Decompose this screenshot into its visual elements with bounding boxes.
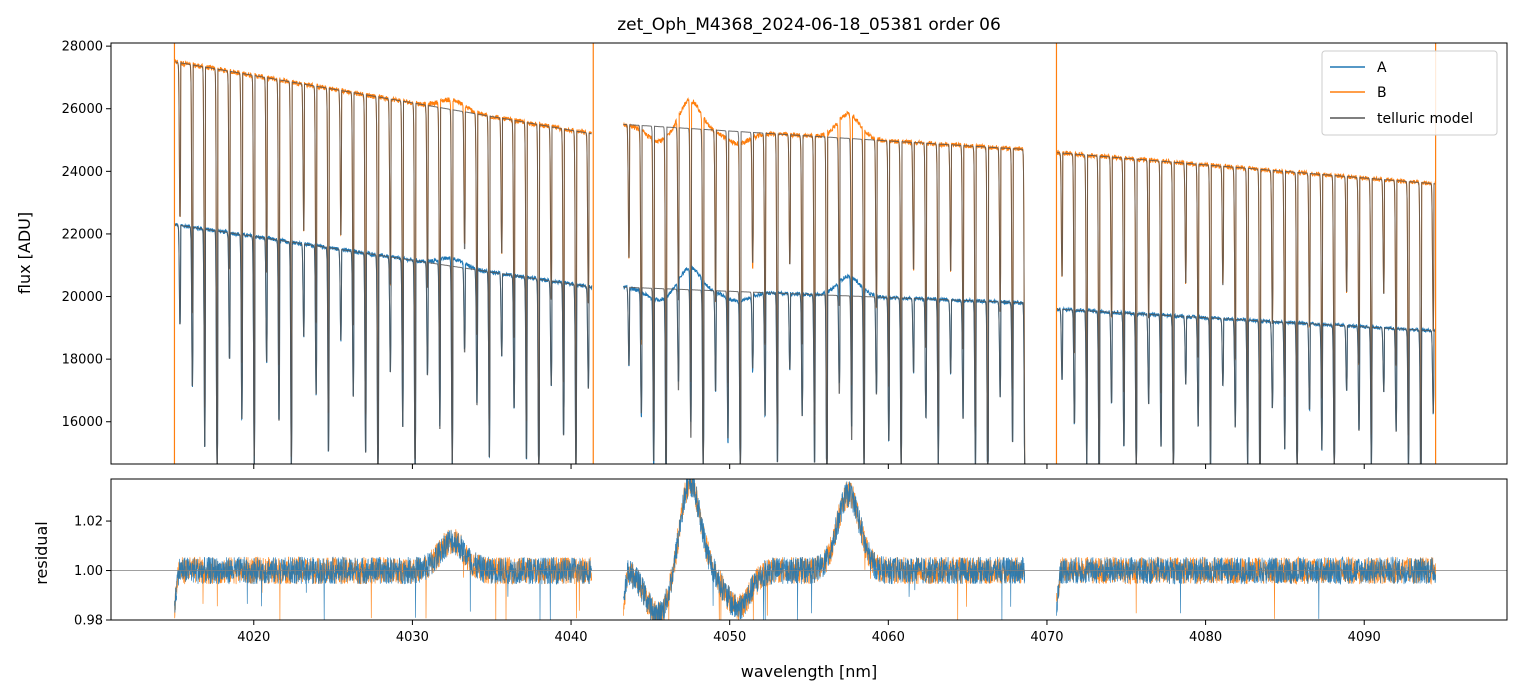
residual-series-group	[174, 478, 1436, 621]
residual-y-tick-label: 1.00	[74, 564, 103, 579]
legend-label-b: B	[1377, 85, 1387, 101]
flux-y-ticks: 16000 18000 20000 22000 24000 26000 28000	[62, 40, 111, 430]
residual-y-ticks: 0.98 1.00 1.02	[74, 515, 111, 629]
residual-x-tick-label: 4030	[396, 630, 429, 645]
residual-x-tick-label: 4080	[1189, 630, 1222, 645]
legend: A B telluric model	[1321, 50, 1498, 136]
legend-label-telluric: telluric model	[1377, 111, 1473, 127]
telluric-model-line	[1056, 152, 1436, 465]
residual-series-a	[174, 530, 593, 621]
flux-x-ticks	[253, 464, 1365, 469]
residual-plot-frame	[110, 478, 1508, 621]
flux-series-group	[173, 43, 1437, 465]
residual-x-ticks: 4020 4030 4040 4050 4060 4070 4080 4090	[237, 620, 1381, 645]
flux-plot-frame	[110, 42, 1508, 465]
residual-y-tick-label: 0.98	[74, 614, 103, 629]
residual-series-a	[1056, 556, 1436, 619]
flux-y-label: flux [ADU]	[15, 212, 34, 294]
flux-y-tick-label: 26000	[62, 102, 103, 117]
telluric-model-line	[174, 224, 592, 465]
residual-x-tick-label: 4090	[1348, 630, 1381, 645]
x-axis-label: wavelength [nm]	[741, 662, 878, 681]
telluric-model-line	[623, 286, 1026, 465]
flux-y-tick-label: 28000	[62, 40, 103, 55]
residual-y-label: residual	[32, 521, 51, 584]
residual-x-tick-label: 4040	[554, 630, 587, 645]
legend-box	[1321, 50, 1498, 136]
residual-x-tick-label: 4050	[713, 630, 746, 645]
chart-title: zet_Oph_M4368_2024-06-18_05381 order 06	[617, 15, 1001, 35]
telluric-model-line	[174, 61, 592, 465]
residual-y-tick-label: 1.02	[74, 515, 103, 530]
flux-plot-area	[111, 43, 1507, 464]
flux-y-tick-label: 20000	[62, 290, 103, 305]
residual-plot-area	[111, 479, 1507, 620]
telluric-model-line	[623, 123, 1026, 465]
flux-y-tick-label: 16000	[62, 415, 103, 430]
telluric-model-line	[1056, 308, 1436, 465]
residual-x-tick-label: 4060	[872, 630, 905, 645]
residual-x-tick-label: 4020	[237, 630, 270, 645]
flux-panel: 16000 18000 20000 22000 24000 26000 28000 flux…	[15, 40, 1508, 469]
residual-panel: 0.98 1.00 1.02 4020 4030 4040 4050 4060 4070 408…	[32, 478, 1508, 681]
residual-series-a	[623, 478, 1026, 621]
legend-label-a: A	[1377, 60, 1387, 76]
flux-y-tick-label: 24000	[62, 165, 103, 180]
flux-y-tick-label: 22000	[62, 227, 103, 242]
flux-y-tick-label: 18000	[62, 353, 103, 368]
residual-x-tick-label: 4070	[1030, 630, 1063, 645]
